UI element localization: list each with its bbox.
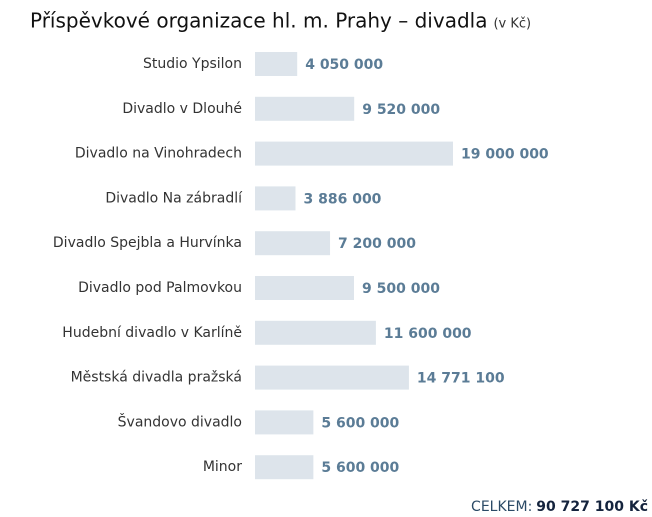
bar (255, 52, 298, 76)
bar (255, 455, 314, 480)
bar (255, 410, 314, 435)
chart-title: Příspěvkové organizace hl. m. Prahy – di… (30, 9, 487, 33)
total: 90 727 100 Kč (536, 499, 648, 515)
value-label: 14 771 100 (417, 371, 505, 387)
bar (255, 320, 376, 345)
category-label: Divadlo pod Palmovkou (78, 280, 242, 296)
chart-subtitle: (v Kč) (493, 17, 531, 32)
category-label: Divadlo Na zábradlí (105, 190, 243, 206)
bar (255, 96, 355, 121)
value-label: 9 500 000 (362, 281, 440, 297)
value-label: 4 050 000 (305, 57, 383, 73)
bar (255, 231, 331, 256)
value-label: 19 000 000 (461, 147, 549, 163)
category-label: Divadlo v Dlouhé (122, 101, 242, 117)
category-label: Divadlo Spejbla a Hurvínka (53, 235, 242, 251)
value-label: 5 600 000 (321, 415, 399, 431)
category-label: Švandovo divadlo (118, 412, 242, 430)
category-label: Minor (203, 459, 242, 475)
value-label: 5 600 000 (321, 460, 399, 476)
bar (255, 276, 354, 300)
value-label: 11 600 000 (384, 326, 472, 342)
value-label: 9 520 000 (362, 102, 440, 118)
category-label: Studio Ypsilon (143, 56, 242, 72)
bar (255, 365, 409, 390)
value-label: 7 200 000 (338, 236, 416, 252)
category-label: Divadlo na Vinohradech (75, 146, 242, 162)
category-label: Městská divadla pražská (71, 370, 242, 386)
value-label: 3 886 000 (303, 191, 381, 207)
category-label: Hudební divadlo v Karlíně (62, 325, 242, 341)
bar (255, 186, 296, 211)
total-label: CELKEM: (471, 499, 532, 515)
bar (255, 141, 453, 166)
